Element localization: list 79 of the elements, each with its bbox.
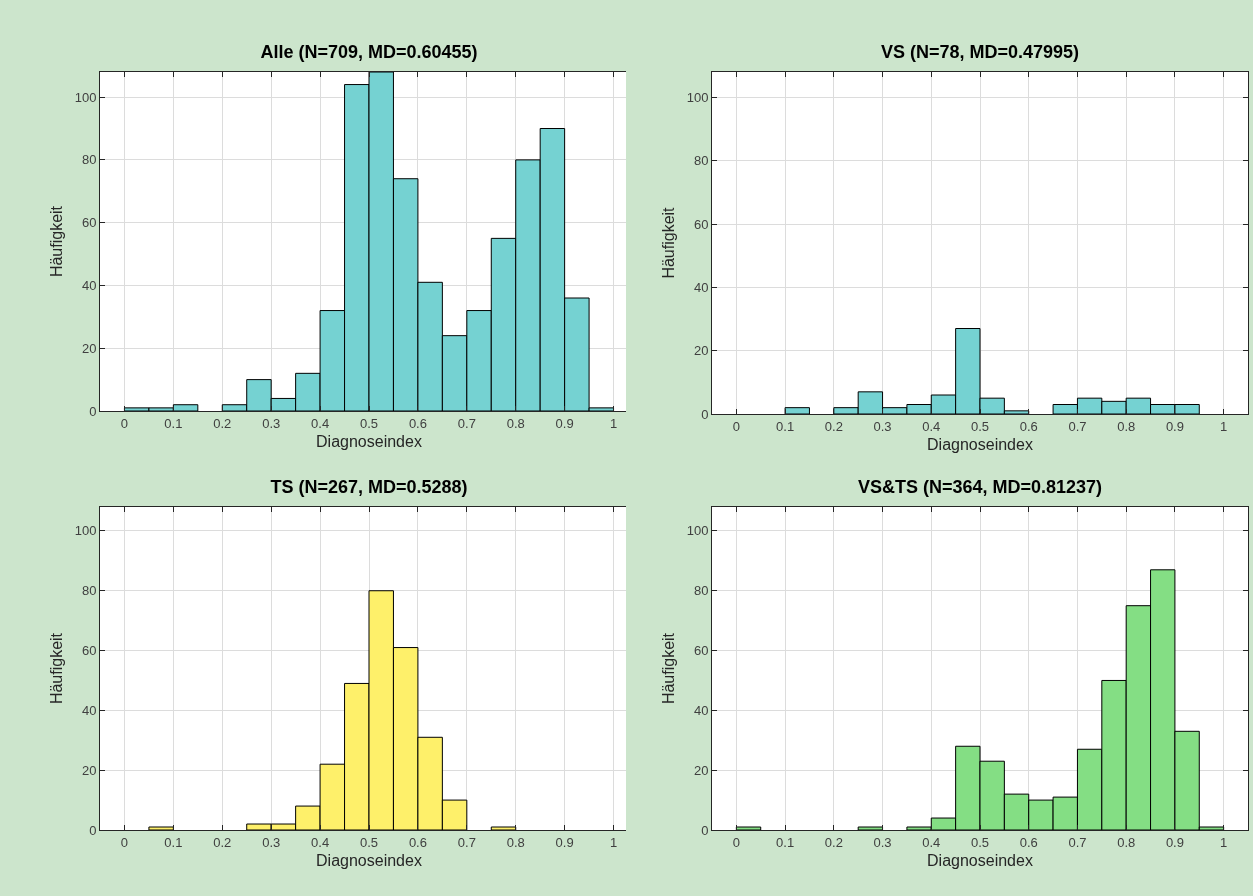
x-tick-label: 0.9 (1165, 834, 1184, 850)
x-tick-label: 0.2 (213, 415, 232, 431)
x-tick-label: 0.5 (359, 834, 379, 850)
x-tick-label: 0.4 (922, 418, 941, 434)
y-tick-label: 100 (686, 523, 709, 539)
x-tick-label: 0 (732, 834, 740, 850)
y-tick-label: 40 (693, 279, 709, 295)
y-tick-label: 80 (81, 152, 97, 168)
y-tick-label: 60 (81, 215, 97, 231)
chart-title: VS (N=78, MD=0.47995) (880, 42, 1080, 63)
x-tick-label: 0.5 (970, 834, 990, 850)
y-tick-label: 40 (81, 277, 97, 293)
x-tick-label: 0.7 (457, 415, 476, 431)
x-tick-label: 0.4 (311, 415, 330, 431)
y-tick-label: 60 (81, 643, 97, 659)
x-tick-label: 0.1 (164, 415, 183, 431)
y-axis-title: Häufigkeit (659, 632, 677, 705)
x-tick-label: 0.8 (1117, 418, 1136, 434)
x-tick-label: 0.4 (922, 834, 941, 850)
x-tick-label: 0.5 (970, 418, 990, 434)
x-tick-label: 0.2 (824, 834, 843, 850)
x-tick-label: 0.2 (824, 418, 843, 434)
y-tick-label: 20 (81, 340, 97, 356)
x-tick-label: 0.9 (555, 834, 574, 850)
y-tick-label: 0 (89, 403, 97, 419)
x-axis-title: Diagnoseindex (316, 433, 422, 451)
x-axis-title: Diagnoseindex (927, 852, 1033, 870)
x-tick-label: 0.7 (1068, 418, 1087, 434)
x-tick-label: 0.3 (262, 415, 281, 431)
x-tick-label: 0.1 (776, 834, 795, 850)
y-tick-label: 40 (693, 702, 709, 718)
x-tick-label: 0.7 (1068, 834, 1087, 850)
x-axis-title: Diagnoseindex (927, 436, 1033, 454)
y-tick-label: 100 (74, 89, 97, 105)
x-tick-label: 0.8 (506, 834, 525, 850)
x-tick-label: 0.7 (457, 834, 476, 850)
x-tick-label: 1 (1220, 418, 1228, 434)
x-tick-label: 0.6 (1019, 418, 1038, 434)
x-tick-label: 0.6 (1019, 834, 1038, 850)
x-tick-label: 0.2 (213, 834, 232, 850)
y-tick-label: 80 (693, 153, 709, 169)
y-tick-label: 60 (693, 216, 709, 232)
x-tick-label: 0.5 (359, 415, 379, 431)
y-tick-label: 40 (81, 702, 97, 718)
x-tick-label: 0.1 (776, 418, 795, 434)
chart-title: Alle (N=709, MD=0.60455) (260, 42, 478, 63)
x-tick-label: 1 (1220, 834, 1228, 850)
y-tick-label: 100 (686, 89, 709, 105)
x-tick-label: 1 (609, 415, 618, 431)
x-tick-label: 0.9 (1165, 418, 1184, 434)
chart-title: VS&TS (N=364, MD=0.81237) (857, 477, 1103, 498)
x-tick-label: 0 (732, 418, 740, 434)
x-tick-label: 0.3 (873, 418, 892, 434)
y-tick-label: 80 (81, 583, 97, 599)
chart-title: TS (N=267, MD=0.5288) (270, 477, 468, 498)
y-axis-title: Häufigkeit (47, 632, 65, 705)
x-tick-label: 0.3 (262, 834, 281, 850)
y-tick-label: 80 (693, 583, 709, 599)
y-tick-label: 20 (693, 343, 709, 359)
y-tick-label: 60 (693, 643, 709, 659)
x-tick-label: 0 (120, 415, 129, 431)
y-tick-label: 0 (701, 822, 709, 838)
x-axis-title: Diagnoseindex (316, 852, 422, 870)
y-axis-title: Häufigkeit (47, 205, 65, 278)
x-tick-label: 0.3 (873, 834, 892, 850)
x-tick-label: 0.8 (1117, 834, 1136, 850)
x-tick-label: 0.1 (164, 834, 183, 850)
x-tick-label: 0 (120, 834, 129, 850)
x-tick-label: 0.6 (408, 834, 427, 850)
x-tick-label: 0.9 (555, 415, 574, 431)
y-tick-label: 100 (74, 523, 97, 539)
y-tick-label: 0 (89, 822, 97, 838)
x-tick-label: 1 (609, 834, 618, 850)
y-axis-title: Häufigkeit (659, 206, 677, 279)
y-tick-label: 20 (81, 762, 97, 778)
x-tick-label: 0.6 (408, 415, 427, 431)
x-tick-label: 0.4 (311, 834, 330, 850)
x-tick-label: 0.8 (506, 415, 525, 431)
y-tick-label: 20 (693, 762, 709, 778)
